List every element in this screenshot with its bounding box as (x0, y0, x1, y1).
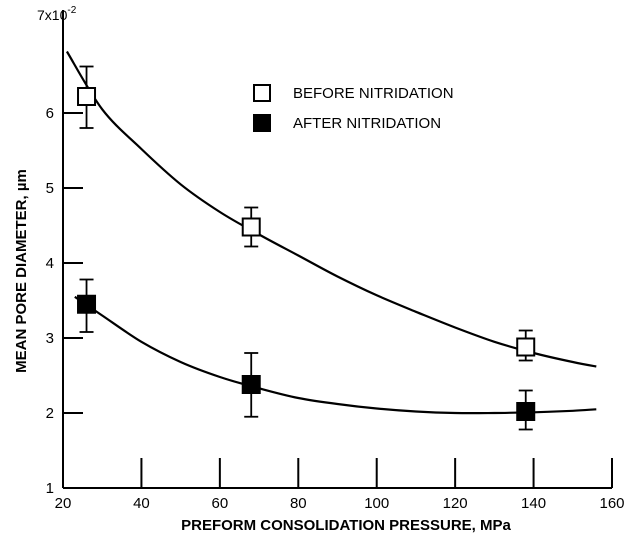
x-tick-label: 160 (599, 495, 624, 512)
legend-label-1: BEFORE NITRIDATION (293, 85, 454, 102)
data-point-2 (516, 402, 536, 421)
x-tick-label: 140 (521, 495, 546, 512)
y-multiplier-base: 7x10 (37, 7, 68, 23)
legend-marker-1 (253, 84, 271, 102)
y-multiplier-exponent: -2 (67, 5, 76, 16)
legend: BEFORE NITRIDATION AFTER NITRIDATION (253, 84, 454, 132)
x-tick-label: 80 (290, 495, 307, 512)
x-tick-label: 20 (55, 495, 72, 512)
y-axis-title: MEAN PORE DIAMETER, µm (13, 169, 30, 373)
legend-marker-2 (253, 114, 271, 132)
x-tick-label: 40 (133, 495, 150, 512)
y-multiplier: 7x10-2 (37, 5, 77, 23)
y-tick-label: 1 (46, 480, 54, 497)
x-axis-title: PREFORM CONSOLIDATION PRESSURE, MPa (181, 517, 511, 534)
data-point-1 (516, 337, 536, 357)
data-point-1 (77, 87, 97, 106)
data-point-1 (241, 217, 261, 237)
legend-label-2: AFTER NITRIDATION (293, 115, 441, 132)
ticks: 20 40 60 80 100 120 140 160 1 2 3 4 5 6 (46, 105, 625, 512)
x-tick-label: 100 (364, 495, 389, 512)
y-tick-label: 2 (46, 405, 54, 422)
axes (62, 10, 612, 489)
y-tick-label: 3 (46, 330, 54, 347)
y-tick-label: 4 (46, 255, 54, 272)
y-tick-label: 6 (46, 105, 54, 122)
series (65, 50, 597, 431)
data-point-2 (77, 294, 97, 314)
data-point-2 (241, 375, 261, 394)
x-tick-label: 60 (212, 495, 229, 512)
y-tick-label: 5 (46, 180, 54, 197)
x-tick-label: 120 (443, 495, 468, 512)
